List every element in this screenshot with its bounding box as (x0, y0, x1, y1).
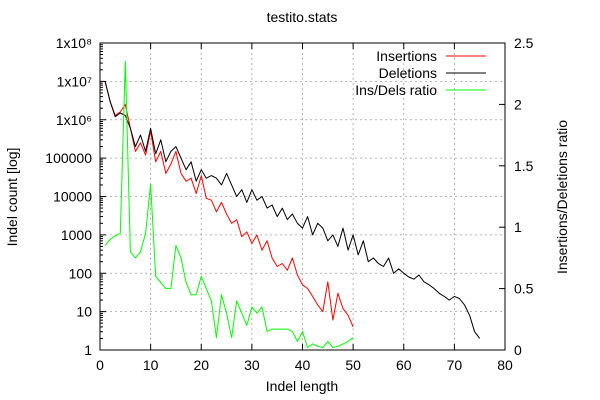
legend-label-deletions: Deletions (379, 65, 437, 81)
series-line-ins-dels-ratio (104, 60, 354, 348)
y-tick-label: 1x10⁶ (56, 112, 92, 128)
x-tick-label: 30 (244, 357, 260, 373)
x-tick-label: 0 (96, 357, 104, 373)
y-tick-label: 100 (69, 265, 93, 281)
y-tick-label: 10 (76, 304, 92, 320)
y2-tick-label: 0 (514, 342, 522, 358)
y2-tick-label: 1 (514, 219, 522, 235)
grid-lines (100, 43, 505, 350)
y-tick-label: 1x10⁸ (56, 35, 92, 51)
x-tick-label: 80 (497, 357, 513, 373)
y-axis-label: Indel count [log] (4, 148, 20, 247)
legend-label-ins-dels-ratio: Ins/Dels ratio (355, 82, 437, 98)
y-tick-label: 100000 (45, 150, 92, 166)
series-line-deletions (104, 81, 481, 339)
chart-title: testito.stats (267, 9, 338, 25)
y-tick-label: 1000 (61, 227, 92, 243)
y2-axis-label: Insertions/Deletions ratio (554, 120, 570, 274)
y-tick-label: 1 (84, 342, 92, 358)
y-tick-label: 10000 (53, 189, 92, 205)
series-line-insertions (104, 81, 354, 328)
x-tick-label: 50 (345, 357, 361, 373)
legend-label-insertions: Insertions (376, 48, 437, 64)
y2-tick-label: 1.5 (514, 158, 534, 174)
x-tick-label: 10 (143, 357, 159, 373)
y2-tick-label: 2.5 (514, 35, 534, 51)
x-tick-label: 60 (396, 357, 412, 373)
y-tick-label: 1x10⁷ (57, 73, 92, 89)
axis-ticks: 0 10 20 30 40 50 60 70 801101001000100001000001x… (45, 35, 533, 373)
y2-tick-label: 2 (514, 96, 522, 112)
plot-series (104, 60, 481, 348)
x-tick-label: 70 (447, 357, 463, 373)
y2-tick-label: 0.5 (514, 281, 534, 297)
x-tick-label: 40 (295, 357, 311, 373)
x-tick-label: 20 (193, 357, 209, 373)
x-axis-label: Indel length (266, 378, 338, 394)
